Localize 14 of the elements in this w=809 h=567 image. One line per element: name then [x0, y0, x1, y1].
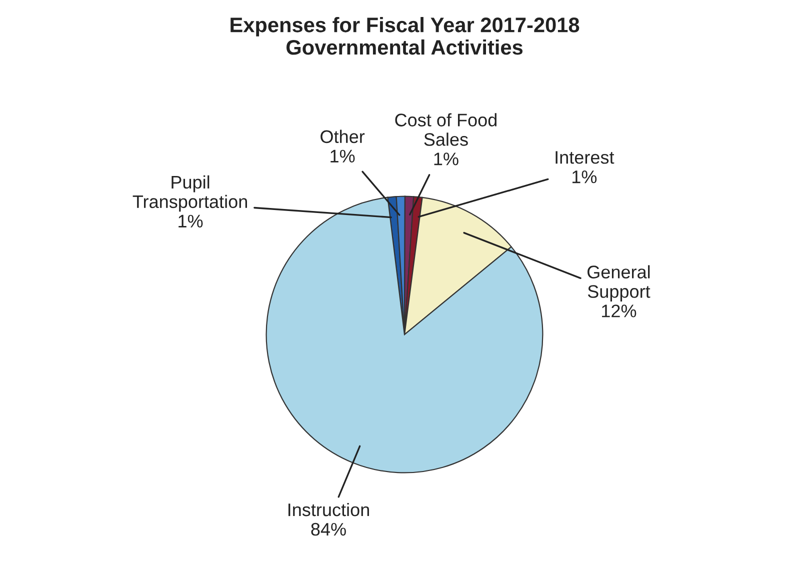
data-label: 1% [178, 214, 203, 228]
slice-label: Instruction [288, 502, 369, 516]
slice-label: General Support [588, 265, 650, 302]
slice-label: Pupil Transportation [132, 175, 247, 212]
pie-slice [266, 196, 544, 474]
data-label: 12% [602, 304, 636, 318]
slice-label: Cost of Food Sales [395, 113, 496, 146]
chart-title: Expenses for Fiscal Year 2017-2018 Governmental Activities [230, 17, 580, 55]
data-label: 84% [311, 522, 346, 536]
data-label: 1% [572, 170, 597, 184]
data-label: 1% [330, 150, 355, 162]
data-label: 1% [434, 152, 458, 166]
slice-label: Other [320, 130, 365, 144]
slice-label: Interest [556, 151, 614, 164]
